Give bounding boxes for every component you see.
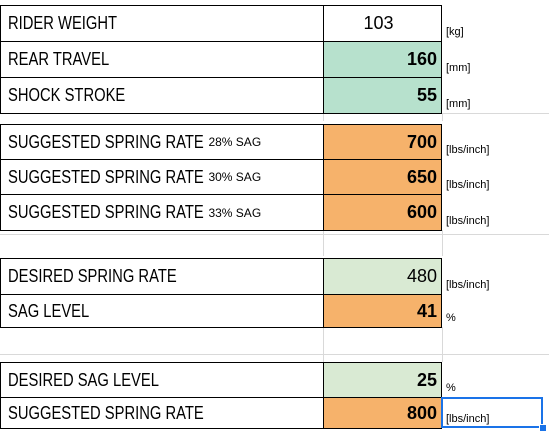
row-label: DESIRED SPRING RATE	[8, 266, 177, 286]
cell-label-rider-weight[interactable]: RIDER WEIGHT	[0, 5, 323, 41]
table-row: SUGGESTED SPRING RATE 800 [lbs/inch]	[0, 397, 549, 428]
row-label: SUGGESTED SPRING RATE	[8, 202, 204, 222]
cell-value-spring-rate-28[interactable]: 700	[323, 124, 442, 159]
block-border	[0, 327, 442, 328]
table-row: REAR TRAVEL 160 [mm]	[0, 41, 549, 77]
unit-label: %	[446, 382, 456, 394]
table-row: DESIRED SPRING RATE 480 [lbs/inch]	[0, 258, 549, 294]
table-row: SUGGESTED SPRING RATE 28% SAG 700 [lbs/in…	[0, 124, 549, 159]
cell-value: 160	[406, 49, 437, 69]
cell-value-desired-sag-level[interactable]: 25	[323, 362, 442, 397]
fill-handle[interactable]	[539, 424, 547, 432]
cell-unit[interactable]: %	[442, 294, 549, 327]
cell-selection-outline	[441, 397, 543, 428]
row-label: SUGGESTED SPRING RATE	[8, 131, 204, 152]
cell-value: 41	[416, 300, 437, 321]
cell-unit[interactable]: %	[442, 362, 549, 397]
sag-note: 33% SAG	[208, 205, 262, 220]
cell-value-desired-spring-rate[interactable]: 480	[323, 258, 442, 294]
cell-value: 650	[406, 166, 437, 187]
cell-value: 55	[416, 85, 437, 105]
cell-label-suggested-spring-rate[interactable]: SUGGESTED SPRING RATE	[0, 397, 323, 428]
cell-value: 25	[416, 369, 437, 390]
row-label: DESIRED SAG LEVEL	[8, 369, 159, 390]
grid-line	[323, 327, 324, 362]
unit-label: [lbs/inch]	[446, 279, 490, 291]
row-label: SUGGESTED SPRING RATE	[8, 166, 204, 187]
cell-value: 103	[363, 13, 394, 33]
unit-label: %	[446, 312, 456, 324]
unit-label: [lbs/inch]	[446, 144, 490, 156]
unit-label: [kg]	[446, 26, 464, 38]
cell-label-spring-rate-33[interactable]: SUGGESTED SPRING RATE 33% SAG	[0, 194, 323, 230]
cell-label-spring-rate-28[interactable]: SUGGESTED SPRING RATE 28% SAG	[0, 124, 323, 159]
cell-unit[interactable]: [mm]	[442, 77, 549, 113]
cell-label-desired-spring-rate[interactable]: DESIRED SPRING RATE	[0, 258, 323, 294]
cell-value-rider-weight[interactable]: 103	[323, 5, 442, 41]
row-label: REAR TRAVEL	[8, 49, 110, 69]
cell-value-sag-level[interactable]: 41	[323, 294, 442, 327]
cell-value-shock-stroke[interactable]: 55	[323, 77, 442, 113]
cell-value-rear-travel[interactable]: 160	[323, 41, 442, 77]
cell-label-rear-travel[interactable]: REAR TRAVEL	[0, 41, 323, 77]
table-row: DESIRED SAG LEVEL 25 %	[0, 362, 549, 397]
table-row: SUGGESTED SPRING RATE 33% SAG 600 [lbs/in…	[0, 194, 549, 230]
table-row: SHOCK STROKE 55 [mm]	[0, 77, 549, 113]
sag-note: 30% SAG	[208, 170, 262, 184]
grid-line	[0, 234, 549, 235]
row-label: SHOCK STROKE	[8, 85, 126, 105]
row-label: RIDER WEIGHT	[8, 13, 118, 33]
cell-value: 480	[406, 266, 437, 286]
cell-value-spring-rate-33[interactable]: 600	[323, 194, 442, 230]
cell-unit[interactable]: [lbs/inch]	[442, 124, 549, 159]
grid-line	[323, 230, 324, 256]
table-row: SAG LEVEL 41 %	[0, 294, 549, 327]
unit-label: [mm]	[446, 98, 471, 110]
cell-unit[interactable]: [lbs/inch]	[442, 159, 549, 194]
unit-label: [lbs/inch]	[446, 215, 490, 227]
cell-unit[interactable]: [mm]	[442, 41, 549, 77]
block-border	[0, 230, 442, 231]
table-row: RIDER WEIGHT 103 [kg]	[0, 5, 549, 41]
cell-value-suggested-spring-rate[interactable]: 800	[323, 397, 442, 428]
unit-label: [lbs/inch]	[446, 413, 490, 425]
unit-label: [mm]	[446, 62, 471, 74]
cell-unit[interactable]: [lbs/inch]	[442, 258, 549, 294]
cell-label-spring-rate-30[interactable]: SUGGESTED SPRING RATE 30% SAG	[0, 159, 323, 194]
grid-line	[442, 230, 443, 256]
row-label: SAG LEVEL	[8, 300, 90, 321]
block-border	[0, 428, 442, 429]
cell-label-desired-sag-level[interactable]: DESIRED SAG LEVEL	[0, 362, 323, 397]
sag-note: 28% SAG	[208, 135, 262, 149]
cell-unit[interactable]: [lbs/inch]	[442, 194, 549, 230]
unit-label: [lbs/inch]	[446, 179, 490, 191]
cell-value-spring-rate-30[interactable]: 650	[323, 159, 442, 194]
table-row: SUGGESTED SPRING RATE 30% SAG 650 [lbs/in…	[0, 159, 549, 194]
row-label: SUGGESTED SPRING RATE	[8, 402, 204, 423]
block-border	[0, 113, 442, 114]
grid-line	[323, 113, 324, 121]
grid-line	[0, 354, 549, 355]
cell-value: 700	[406, 131, 437, 152]
cell-unit-selected[interactable]: [lbs/inch]	[442, 397, 549, 428]
grid-line	[442, 327, 443, 362]
cell-value: 600	[406, 202, 437, 222]
cell-label-shock-stroke[interactable]: SHOCK STROKE	[0, 77, 323, 113]
grid-line	[442, 113, 443, 121]
cell-value: 800	[406, 402, 437, 423]
cell-label-sag-level[interactable]: SAG LEVEL	[0, 294, 323, 327]
cell-unit[interactable]: [kg]	[442, 5, 549, 41]
